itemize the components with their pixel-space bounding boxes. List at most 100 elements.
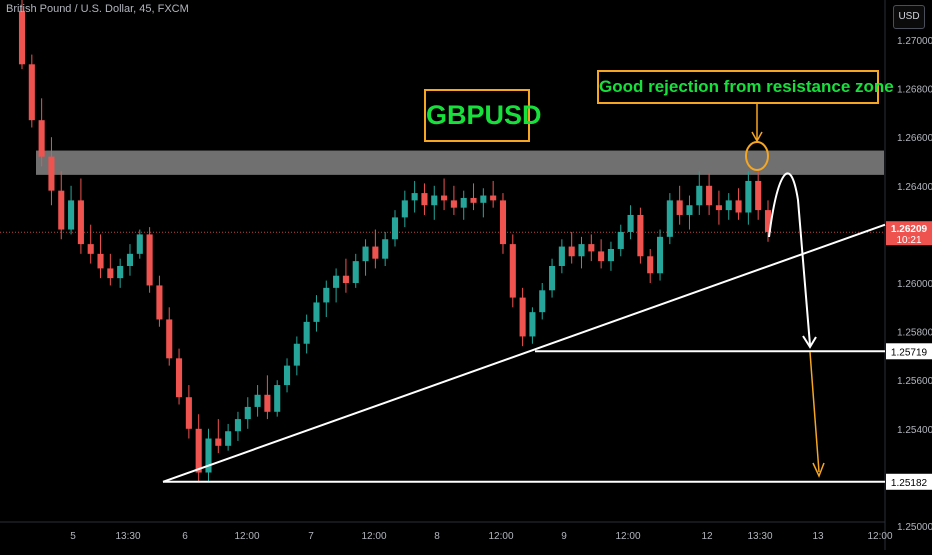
candle[interactable] xyxy=(293,336,300,376)
candle[interactable] xyxy=(607,241,614,271)
candle[interactable] xyxy=(519,287,526,347)
candle[interactable] xyxy=(274,380,281,417)
candle[interactable] xyxy=(205,428,212,483)
candle[interactable] xyxy=(509,234,516,308)
candle[interactable] xyxy=(421,183,428,215)
candle[interactable] xyxy=(264,375,271,420)
candle[interactable] xyxy=(156,275,163,327)
candle-body xyxy=(578,244,585,257)
candle[interactable] xyxy=(382,231,389,266)
candle[interactable] xyxy=(303,314,310,354)
candle[interactable] xyxy=(97,234,104,279)
currency-button[interactable]: USD xyxy=(893,5,925,29)
candle-body xyxy=(441,195,448,201)
candle[interactable] xyxy=(176,348,183,405)
candle[interactable] xyxy=(686,195,693,230)
candle[interactable] xyxy=(68,185,75,235)
candle[interactable] xyxy=(499,193,507,254)
candle[interactable] xyxy=(244,397,251,429)
candle[interactable] xyxy=(696,171,703,215)
candle[interactable] xyxy=(107,253,114,286)
candle[interactable] xyxy=(539,283,546,320)
candle[interactable] xyxy=(706,173,713,215)
candle[interactable] xyxy=(234,411,241,441)
candle[interactable] xyxy=(735,188,742,220)
candle[interactable] xyxy=(87,224,94,264)
candle[interactable] xyxy=(283,358,291,393)
candle[interactable] xyxy=(166,307,173,366)
candle[interactable] xyxy=(313,295,320,332)
candle[interactable] xyxy=(411,180,418,213)
candle[interactable] xyxy=(58,171,65,240)
rejection-note-annotation[interactable]: Good rejection from resistance zone xyxy=(597,70,894,104)
candle[interactable] xyxy=(529,307,536,344)
candle[interactable] xyxy=(666,193,673,245)
candle[interactable] xyxy=(372,229,379,269)
candle-body xyxy=(411,193,418,201)
candle[interactable] xyxy=(215,419,222,454)
candle[interactable] xyxy=(617,224,624,257)
candle[interactable] xyxy=(28,54,35,128)
candle[interactable] xyxy=(441,178,448,211)
candle[interactable] xyxy=(490,180,497,208)
candle[interactable] xyxy=(549,258,556,298)
candle[interactable] xyxy=(558,239,565,274)
candle[interactable] xyxy=(136,229,143,259)
price-tick-label: 1.25400 xyxy=(897,425,932,436)
candle[interactable] xyxy=(391,210,399,247)
projection-path[interactable] xyxy=(768,172,811,346)
candle[interactable] xyxy=(568,231,575,264)
rejection-highlight-circle[interactable] xyxy=(745,141,769,171)
candle[interactable] xyxy=(745,171,752,225)
candle[interactable] xyxy=(38,98,45,167)
candle[interactable] xyxy=(431,185,438,220)
candle[interactable] xyxy=(637,207,644,264)
candle[interactable] xyxy=(342,258,349,293)
candle[interactable] xyxy=(588,234,595,262)
candle[interactable] xyxy=(460,190,467,220)
candle[interactable] xyxy=(323,280,330,318)
candle-body xyxy=(696,185,703,206)
candle[interactable] xyxy=(117,258,124,288)
candle[interactable] xyxy=(647,248,654,283)
candle[interactable] xyxy=(470,183,477,211)
candle[interactable] xyxy=(450,185,457,215)
candle[interactable] xyxy=(715,190,722,225)
candle[interactable] xyxy=(333,268,340,303)
ascending-trendline[interactable] xyxy=(162,223,886,483)
candle[interactable] xyxy=(18,0,26,70)
candle[interactable] xyxy=(627,205,634,240)
candle[interactable] xyxy=(126,244,134,276)
candle[interactable] xyxy=(656,229,664,281)
candle[interactable] xyxy=(352,253,359,288)
candle[interactable] xyxy=(401,190,408,228)
candle[interactable] xyxy=(254,385,261,417)
candle[interactable] xyxy=(77,178,84,254)
price-tick-label: 1.27000 xyxy=(897,36,932,47)
candle[interactable] xyxy=(480,188,487,218)
current-price-tag xyxy=(886,221,932,246)
ticker-annotation[interactable]: GBPUSD xyxy=(424,89,542,142)
candle-body xyxy=(568,246,575,257)
candle[interactable] xyxy=(578,236,585,269)
resistance-zone[interactable] xyxy=(36,150,884,175)
candle[interactable] xyxy=(185,385,192,439)
target-projection-line[interactable] xyxy=(809,351,820,473)
candle-body xyxy=(735,200,742,213)
candle[interactable] xyxy=(195,414,202,483)
candle[interactable] xyxy=(225,423,232,451)
candle[interactable] xyxy=(48,137,55,206)
candle-body xyxy=(431,195,438,206)
time-tick-label: 12:00 xyxy=(361,531,386,542)
candle[interactable] xyxy=(362,239,369,276)
candle-body xyxy=(195,428,202,473)
candle-body xyxy=(254,394,261,407)
candle-body xyxy=(509,244,516,298)
candle[interactable] xyxy=(725,193,732,220)
candle[interactable] xyxy=(598,239,605,269)
candle[interactable] xyxy=(764,200,772,242)
candle[interactable] xyxy=(146,227,153,293)
candle[interactable] xyxy=(676,185,683,225)
candle[interactable] xyxy=(755,171,762,220)
